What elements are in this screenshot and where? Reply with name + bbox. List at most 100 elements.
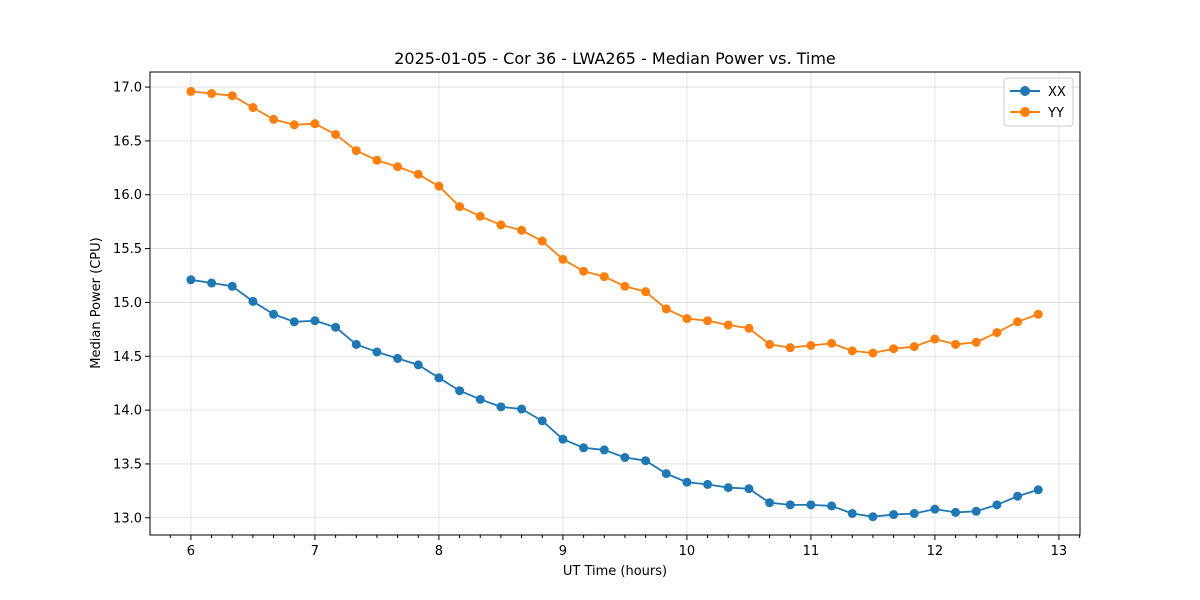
data-point-xx: [558, 434, 568, 444]
axes: 6 7 8 9 10 11 12 13 13.0 13.5 14.0 14.5 15.0 15.5 16.0…: [113, 71, 1081, 559]
data-point-yy: [847, 346, 857, 356]
data-point-yy: [744, 323, 754, 333]
data-point-xx: [248, 296, 258, 306]
data-point-yy: [909, 342, 919, 352]
data-point-yy: [537, 236, 547, 246]
data-point-xx: [496, 402, 506, 412]
data-point-yy: [413, 169, 423, 179]
data-point-xx: [868, 512, 878, 522]
data-point-yy: [289, 120, 299, 130]
data-point-yy: [682, 314, 692, 324]
data-point-yy: [827, 338, 837, 348]
legend-marker-yy: [1020, 107, 1030, 117]
data-point-xx: [1013, 491, 1023, 501]
y-tick-label: 14.0: [113, 404, 142, 419]
data-point-yy: [310, 119, 320, 129]
y-tick-label: 15.0: [113, 296, 142, 311]
data-point-yy: [661, 304, 671, 314]
data-point-xx: [661, 469, 671, 479]
data-point-yy: [951, 339, 961, 349]
data-point-xx: [785, 500, 795, 510]
data-point-xx: [765, 498, 775, 508]
data-point-xx: [331, 322, 341, 332]
data-point-xx: [289, 317, 299, 327]
grid: [150, 72, 1080, 535]
data-point-xx: [744, 484, 754, 494]
data-point-yy: [723, 320, 733, 330]
data-point-yy: [971, 337, 981, 347]
data-point-yy: [579, 266, 589, 276]
data-point-yy: [517, 225, 527, 235]
y-tick-label: 13.0: [113, 511, 142, 526]
data-point-xx: [227, 281, 237, 291]
data-point-yy: [641, 287, 651, 297]
data-point-xx: [930, 504, 940, 514]
x-tick-label: 8: [435, 544, 443, 559]
y-tick-label: 16.5: [113, 134, 142, 149]
data-point-yy: [1033, 309, 1043, 319]
chart-title: 2025-01-05 - Cor 36 - LWA265 - Median Po…: [394, 49, 836, 68]
data-point-yy: [207, 89, 217, 99]
data-point-yy: [496, 220, 506, 230]
legend: XX YY: [1003, 77, 1074, 127]
y-tick-label: 13.5: [113, 457, 142, 472]
data-point-yy: [599, 272, 609, 282]
x-tick-label: 12: [927, 544, 944, 559]
data-point-xx: [579, 443, 589, 453]
data-point-xx: [971, 506, 981, 516]
y-axis-label: Median Power (CPU): [89, 237, 104, 368]
data-point-xx: [641, 456, 651, 466]
series-layer: [186, 86, 1043, 522]
data-point-yy: [372, 155, 382, 165]
data-point-yy: [558, 254, 568, 264]
data-point-yy: [331, 129, 341, 139]
data-point-yy: [269, 114, 279, 124]
data-point-yy: [455, 202, 465, 212]
data-point-yy: [393, 162, 403, 172]
x-tick-label: 9: [559, 544, 567, 559]
data-point-xx: [620, 452, 630, 462]
y-tick-label: 16.0: [113, 188, 142, 203]
legend-label-yy: YY: [1047, 106, 1064, 121]
data-point-xx: [992, 500, 1002, 510]
data-point-xx: [847, 508, 857, 518]
y-tick-label: 17.0: [113, 81, 142, 96]
data-point-yy: [785, 343, 795, 353]
data-point-xx: [351, 339, 361, 349]
data-point-xx: [827, 501, 837, 511]
x-axis-label: UT Time (hours): [563, 564, 667, 579]
data-point-xx: [310, 316, 320, 326]
data-point-xx: [393, 353, 403, 363]
data-point-yy: [434, 181, 444, 191]
y-tick-label: 14.5: [113, 350, 142, 365]
data-point-yy: [889, 344, 899, 354]
data-point-xx: [207, 278, 217, 288]
data-point-xx: [599, 445, 609, 455]
x-tick-label: 11: [803, 544, 820, 559]
data-point-yy: [227, 91, 237, 101]
data-point-xx: [413, 360, 423, 370]
x-tick-label: 6: [187, 544, 195, 559]
data-point-yy: [248, 103, 258, 113]
data-point-xx: [703, 479, 713, 489]
data-point-yy: [868, 348, 878, 358]
data-point-xx: [909, 508, 919, 518]
legend-marker-xx: [1020, 86, 1030, 96]
data-point-xx: [1033, 485, 1043, 495]
data-point-xx: [269, 309, 279, 319]
data-point-xx: [537, 416, 547, 426]
data-point-xx: [723, 483, 733, 493]
data-point-xx: [455, 386, 465, 396]
plot-frame: [149, 71, 1081, 536]
data-point-yy: [930, 334, 940, 344]
data-point-yy: [186, 86, 196, 96]
y-tick-label: 15.5: [113, 242, 142, 257]
data-point-xx: [517, 404, 527, 414]
data-point-yy: [703, 316, 713, 326]
data-point-xx: [951, 507, 961, 517]
x-tick-label: 10: [679, 544, 696, 559]
data-point-yy: [992, 328, 1002, 338]
data-point-yy: [620, 281, 630, 291]
data-point-xx: [889, 510, 899, 520]
